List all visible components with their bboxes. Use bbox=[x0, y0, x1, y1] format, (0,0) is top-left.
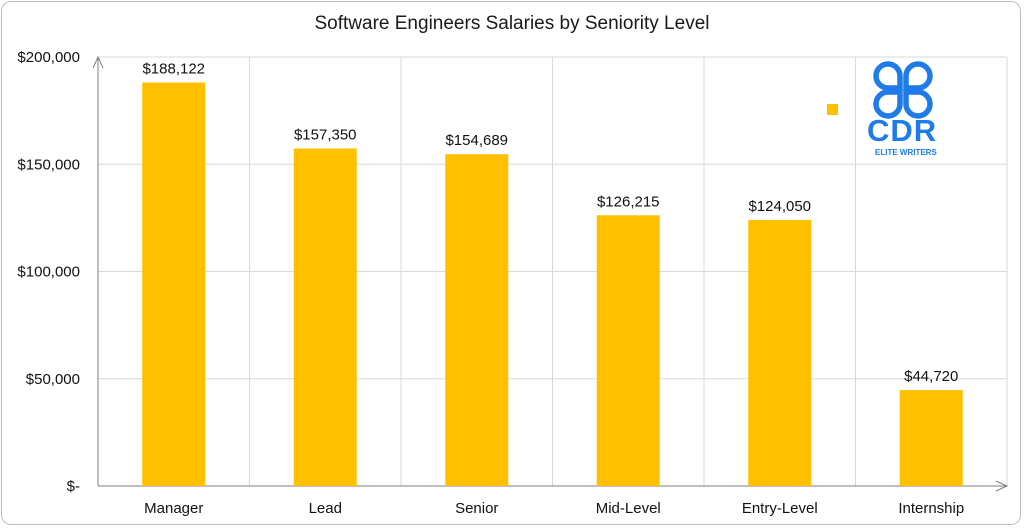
bar bbox=[899, 390, 963, 486]
data-label: $126,215 bbox=[597, 193, 660, 210]
data-label: $188,122 bbox=[142, 60, 205, 77]
x-tick-label: Internship bbox=[898, 500, 964, 517]
data-label: $124,050 bbox=[748, 198, 811, 215]
x-tick-label: Mid-Level bbox=[596, 500, 661, 517]
x-tick-label: Lead bbox=[309, 500, 342, 517]
svg-text:ELITE WRITERS: ELITE WRITERS bbox=[875, 148, 937, 157]
bar bbox=[596, 215, 660, 486]
x-tick-label: Manager bbox=[144, 500, 203, 517]
x-tick-label: Senior bbox=[455, 500, 498, 517]
y-tick-label: $- bbox=[67, 478, 80, 495]
axes: $- $50,000 $100,000 $150,000 $200,000 Manager… bbox=[17, 49, 1009, 517]
bar bbox=[748, 219, 812, 486]
cdr-logo-icon: CDR ELITE WRITERS bbox=[867, 61, 937, 157]
chart-title: Software Engineers Salaries by Seniority… bbox=[314, 13, 710, 34]
bar bbox=[293, 148, 357, 486]
data-label: $44,720 bbox=[904, 368, 958, 385]
data-labels: $188,122 $157,350 $154,689 $126,215 $124,050… bbox=[142, 60, 958, 385]
x-tick-label: Entry-Level bbox=[742, 500, 818, 517]
bars bbox=[142, 82, 963, 487]
bar bbox=[445, 154, 509, 487]
y-tick-label: $150,000 bbox=[17, 156, 80, 173]
bar bbox=[142, 82, 206, 487]
y-axis-arrow bbox=[92, 55, 104, 69]
x-axis-arrow bbox=[995, 480, 1009, 492]
legend-marker bbox=[827, 104, 838, 115]
data-label: $154,689 bbox=[445, 132, 508, 149]
y-tick-label: $50,000 bbox=[26, 371, 80, 388]
cdr-logo: CDR ELITE WRITERS bbox=[864, 58, 954, 162]
gridlines bbox=[98, 56, 1008, 486]
svg-text:CDR: CDR bbox=[867, 113, 937, 148]
data-label: $157,350 bbox=[294, 126, 357, 143]
y-tick-label: $200,000 bbox=[17, 49, 80, 66]
y-tick-label: $100,000 bbox=[17, 264, 80, 281]
